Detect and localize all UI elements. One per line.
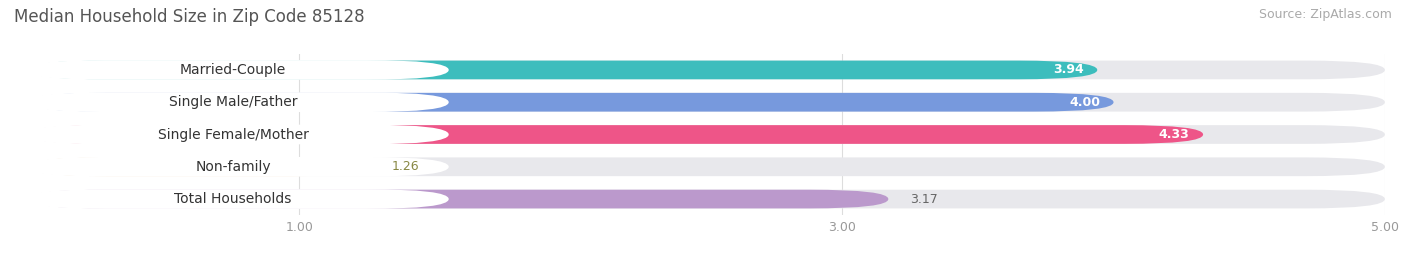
- FancyBboxPatch shape: [28, 190, 889, 208]
- FancyBboxPatch shape: [22, 189, 449, 209]
- Text: 3.17: 3.17: [910, 193, 938, 206]
- FancyBboxPatch shape: [22, 60, 449, 80]
- FancyBboxPatch shape: [28, 93, 1114, 112]
- FancyBboxPatch shape: [28, 93, 1385, 112]
- FancyBboxPatch shape: [28, 190, 1385, 208]
- FancyBboxPatch shape: [22, 125, 449, 144]
- FancyBboxPatch shape: [28, 157, 1385, 176]
- Text: 4.00: 4.00: [1069, 96, 1099, 109]
- FancyBboxPatch shape: [22, 92, 449, 112]
- FancyBboxPatch shape: [28, 125, 1385, 144]
- FancyBboxPatch shape: [28, 125, 1204, 144]
- FancyBboxPatch shape: [28, 61, 1385, 79]
- FancyBboxPatch shape: [22, 157, 449, 177]
- Text: Single Female/Mother: Single Female/Mother: [157, 128, 308, 141]
- Text: Single Male/Father: Single Male/Father: [169, 95, 297, 109]
- Text: Total Households: Total Households: [174, 192, 291, 206]
- Text: Non-family: Non-family: [195, 160, 271, 174]
- Text: 3.94: 3.94: [1053, 63, 1084, 76]
- Text: 1.26: 1.26: [392, 160, 419, 173]
- Text: Married-Couple: Married-Couple: [180, 63, 285, 77]
- Text: Median Household Size in Zip Code 85128: Median Household Size in Zip Code 85128: [14, 8, 364, 26]
- FancyBboxPatch shape: [28, 61, 1097, 79]
- Text: 4.33: 4.33: [1159, 128, 1189, 141]
- FancyBboxPatch shape: [28, 157, 370, 176]
- Text: Source: ZipAtlas.com: Source: ZipAtlas.com: [1258, 8, 1392, 21]
